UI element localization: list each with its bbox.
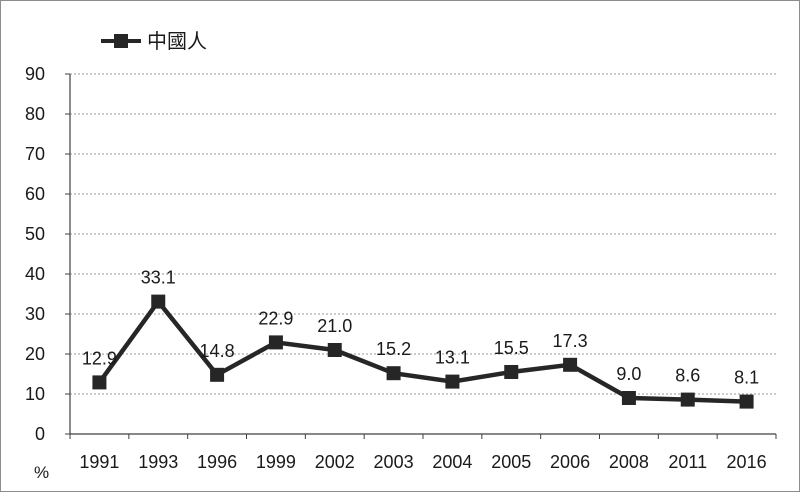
- data-label: 13.1: [435, 348, 470, 368]
- gridlines: [70, 73, 776, 395]
- y-tick-label: 30: [25, 304, 45, 324]
- data-point-marker: [504, 365, 519, 379]
- y-unit-label: %: [34, 463, 49, 482]
- data-label: 15.5: [494, 338, 529, 358]
- y-tick-label: 50: [25, 224, 45, 244]
- x-tick-labels: 1991 1993 1996 1999 2002 2003 2004 2005 2006 2008…: [79, 452, 766, 472]
- y-tick-label: 0: [35, 424, 45, 444]
- y-tick-label: 20: [25, 344, 45, 364]
- legend-series-name: 中國人: [147, 29, 207, 53]
- x-tick-label: 2003: [374, 452, 414, 472]
- data-label: 8.6: [675, 366, 700, 386]
- data-point-marker: [151, 294, 166, 309]
- x-tick-label: 2002: [315, 452, 355, 472]
- data-label: 17.3: [553, 331, 588, 351]
- series-line: [97, 297, 747, 404]
- data-point-marker: [680, 392, 695, 407]
- x-tick-label: 2005: [491, 452, 531, 472]
- x-tick-label: 1999: [256, 452, 296, 472]
- data-label: 15.2: [376, 339, 411, 359]
- data-point-marker: [210, 367, 225, 382]
- x-tick-label: 2006: [550, 452, 590, 472]
- data-label: 33.1: [141, 268, 176, 288]
- data-point-marker: [268, 335, 283, 350]
- data-point-marker: [386, 366, 401, 381]
- y-tick-label: 40: [25, 264, 45, 284]
- data-label: 21.0: [317, 316, 352, 336]
- data-point-marker: [621, 391, 636, 405]
- y-tick-labels: 0 10 20 30 40 50 60 70 80 90: [25, 64, 45, 444]
- data-point-marker: [92, 375, 107, 390]
- data-label: 8.1: [734, 368, 759, 388]
- y-tick-label: 10: [25, 384, 45, 404]
- data-label: 22.9: [258, 308, 293, 328]
- x-tick-label: 2004: [432, 452, 472, 472]
- legend-marker-swatch: [114, 34, 128, 48]
- legend: 中國人: [101, 29, 207, 53]
- data-label: 12.9: [82, 348, 117, 368]
- y-tick-label: 80: [25, 104, 45, 124]
- data-label: 9.0: [616, 364, 641, 384]
- x-tick-label: 1996: [197, 452, 237, 472]
- y-tick-label: 70: [25, 144, 45, 164]
- x-tick-label: 2008: [609, 452, 649, 472]
- x-tick-label: 1993: [138, 452, 178, 472]
- y-tick-label: 60: [25, 184, 45, 204]
- data-labels: 12.9 33.1 14.8 22.9 21.0 15.2 13.1 15.5 17.3 9.0 8…: [82, 268, 759, 388]
- x-tick-label: 2016: [727, 452, 767, 472]
- data-point-marker: [563, 357, 578, 372]
- y-tick-label: 90: [25, 64, 45, 84]
- axes: [65, 73, 777, 439]
- x-tick-label: 2011: [668, 452, 707, 472]
- data-point-marker: [739, 394, 754, 409]
- x-tick-label: 1991: [79, 452, 119, 472]
- data-point-marker: [445, 374, 460, 389]
- data-label: 14.8: [200, 341, 235, 361]
- data-point-marker: [327, 343, 342, 357]
- series: [92, 294, 754, 409]
